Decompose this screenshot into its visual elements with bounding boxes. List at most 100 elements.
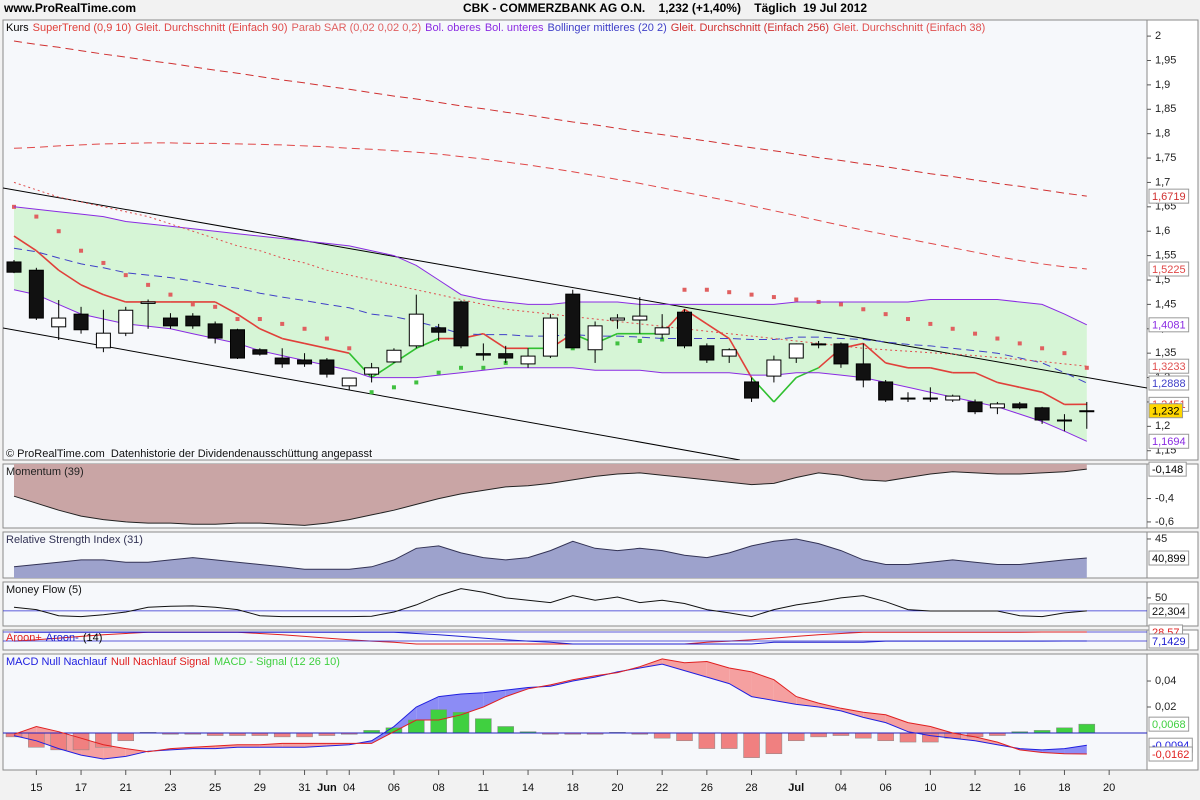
candle-body — [386, 349, 402, 363]
legend-entry: Gleit. Durchschnitt (Einfach 256) — [671, 22, 829, 34]
candle-body — [520, 355, 536, 365]
x-tick-label: 18 — [567, 782, 579, 794]
candle-body — [95, 332, 111, 349]
legend-entry: MACD - Signal (12 26 10) — [214, 656, 340, 668]
histogram-bar — [877, 732, 894, 742]
sar-dot — [190, 302, 195, 307]
y-tick-label: 1,6 — [1155, 225, 1170, 237]
sar-dot — [56, 229, 61, 234]
legend-entry: (14) — [83, 632, 103, 644]
y-tick-label: 1,55 — [1155, 250, 1176, 262]
x-tick-label: 20 — [1103, 782, 1115, 794]
last-value-label: 1,5225 — [1152, 264, 1186, 276]
candle-body — [475, 353, 491, 356]
supertrend-segment — [58, 269, 82, 286]
indicator-line — [13, 663, 1087, 760]
last-value-box — [1148, 716, 1190, 732]
sar-dot — [459, 365, 463, 370]
legend-entry: Bol. oberes — [425, 22, 481, 34]
sar-dot — [168, 292, 173, 297]
plot-area — [2, 581, 1148, 627]
histogram-bar — [810, 732, 827, 738]
supertrend-segment — [930, 367, 953, 374]
sar-dot — [615, 341, 620, 346]
histogram-bar — [720, 732, 738, 749]
supertrend-segment — [282, 337, 305, 345]
candle-body — [721, 349, 737, 357]
candle-body — [587, 325, 603, 351]
y-tick-label: 1,65 — [1155, 201, 1176, 213]
sar-dot — [727, 290, 732, 295]
supertrend-segment — [706, 323, 730, 340]
supertrend-segment — [326, 347, 350, 354]
supertrend-segment — [415, 337, 439, 350]
last-value-box — [1148, 317, 1190, 333]
plot — [3, 658, 1147, 760]
supertrend-segment — [214, 301, 238, 315]
x-tick-label: 22 — [656, 782, 668, 794]
sar-dot — [79, 248, 84, 253]
x-tick-label: 16 — [1014, 782, 1026, 794]
last-value-label: 1,3233 — [1152, 361, 1186, 373]
candle-body — [1034, 407, 1050, 421]
macd-fill — [885, 714, 908, 732]
last-value-label: -0,148 — [1152, 464, 1183, 476]
y-tick-label: 1,35 — [1155, 347, 1176, 359]
last-value-box — [1148, 461, 1187, 477]
last-value-label: 1,1694 — [1152, 436, 1186, 448]
x-tick-label: 21 — [120, 782, 132, 794]
y-tick-label: -0,4 — [1155, 492, 1174, 504]
histogram-bar — [408, 719, 425, 734]
last-value-box — [1148, 603, 1190, 619]
histogram-bar — [72, 732, 90, 751]
candle-body — [677, 311, 692, 347]
area-fill — [14, 539, 1087, 578]
sar-dot — [280, 321, 285, 326]
last-value-label: 22,304 — [1152, 606, 1186, 618]
candle-body — [364, 367, 380, 375]
candle-body — [1012, 403, 1028, 409]
last-value-box — [1148, 358, 1190, 374]
candle-body — [162, 317, 178, 327]
sar-dot — [34, 214, 39, 219]
histogram-bar — [653, 732, 671, 739]
histogram-bar — [855, 732, 872, 739]
candle-body — [207, 323, 223, 339]
histogram-bar — [743, 732, 760, 758]
candle-body — [699, 345, 715, 361]
candle-body — [252, 349, 268, 355]
candle-body — [408, 313, 424, 347]
note: © ProRealTime.com Datenhistorie der Divi… — [6, 448, 372, 460]
candle-body — [230, 329, 245, 359]
sar-dot — [637, 338, 642, 343]
y-tick-label: 1,8 — [1155, 128, 1170, 140]
x-tick-label: 18 — [1058, 782, 1070, 794]
candle-body — [833, 343, 849, 365]
sar-dot — [481, 365, 486, 370]
y-tick-label: -0,6 — [1155, 516, 1174, 528]
supertrend-segment — [80, 284, 104, 296]
candle-body — [118, 309, 134, 334]
macd-fill — [393, 706, 417, 732]
supertrend-segment — [974, 371, 998, 384]
macd-fill — [304, 743, 327, 748]
x-tick-label: 29 — [254, 782, 266, 794]
legend-entry: Bol. unteres — [485, 22, 544, 34]
candle-body — [766, 359, 782, 377]
candle-body — [922, 397, 938, 400]
candle-body — [1056, 419, 1072, 422]
macd-fill — [237, 744, 260, 748]
histogram-bar — [117, 732, 134, 742]
y-tick-label: 45 — [1155, 533, 1167, 545]
area-fill — [14, 464, 1087, 526]
supertrend-segment — [1041, 391, 1065, 406]
y-tick-label: 1,85 — [1155, 103, 1176, 115]
x-tick-label: 14 — [522, 782, 534, 794]
supertrend-segment — [885, 362, 909, 369]
supertrend-segment — [773, 377, 797, 403]
x-tick-label: Jul — [788, 782, 804, 794]
site: www.ProRealTime.com — [3, 1, 136, 15]
panels: 2 1,95 1,9 1,85 1,8 1,75 1,7 1,65 1,6 1,55 1,5 1,45… — [2, 19, 1199, 794]
candle-body — [811, 343, 827, 346]
